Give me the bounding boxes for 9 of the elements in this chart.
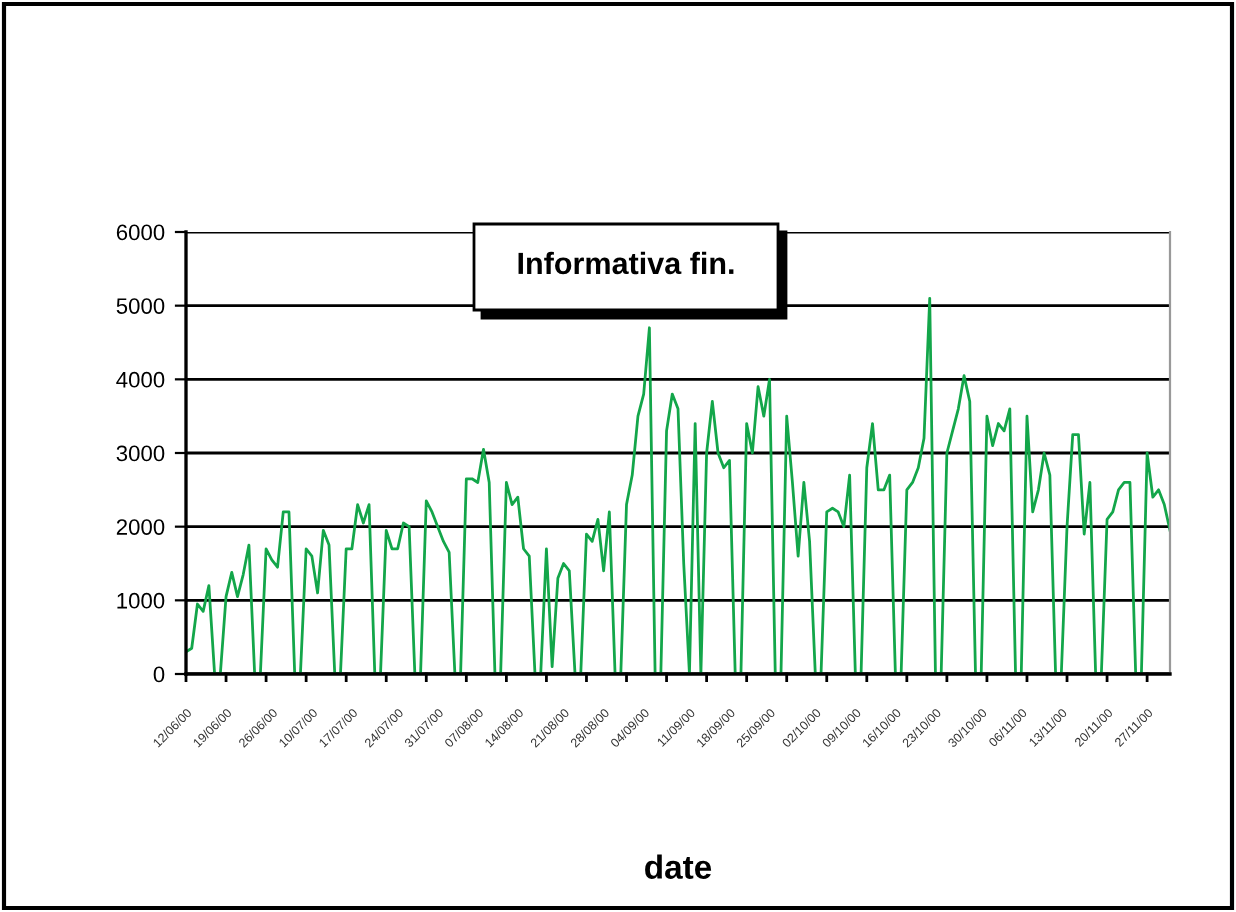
y-tick-label: 0: [153, 666, 165, 683]
y-tick-label: 6000: [116, 224, 165, 241]
y-tick-label: 2000: [116, 519, 165, 535]
y-tick-label: 5000: [116, 298, 165, 314]
y-tick-label: 1000: [117, 592, 165, 609]
text: Informativa fin.: [518, 251, 734, 275]
y-tick-label: 4000: [116, 371, 165, 388]
x-axis-title: date: [645, 854, 712, 879]
y-tick-label: 3000: [116, 445, 165, 462]
